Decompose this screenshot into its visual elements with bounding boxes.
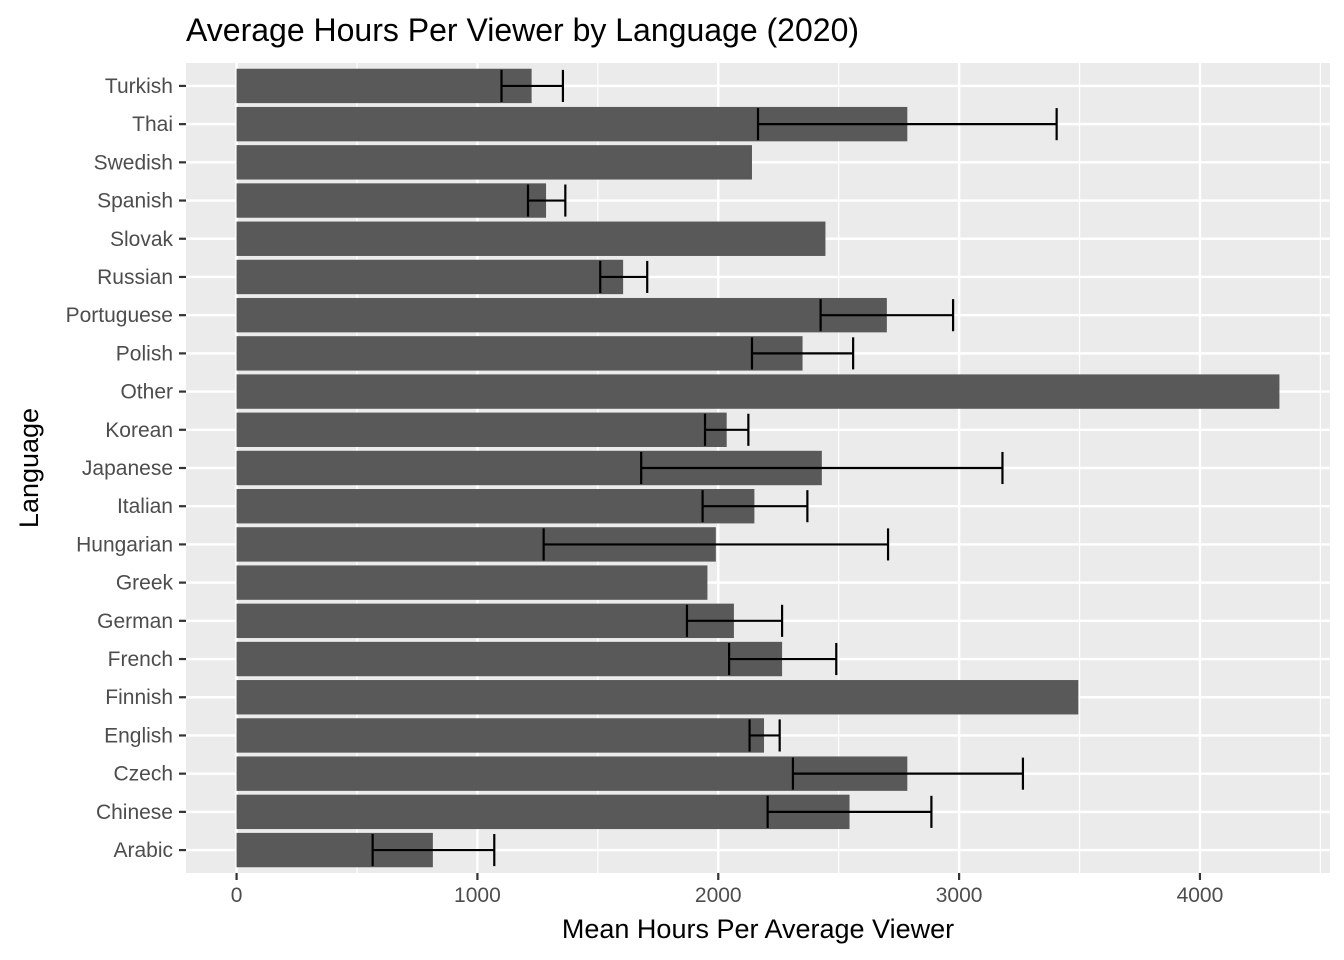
bar-spanish	[236, 183, 547, 218]
y-tick-label: Spanish	[97, 190, 173, 213]
bar-slovak	[236, 221, 826, 256]
bar-german	[236, 603, 734, 639]
error-bar-italian	[701, 490, 809, 523]
error-bar-thai	[756, 108, 1058, 141]
y-tick-label: French	[108, 648, 173, 671]
y-tick-label: Portuguese	[66, 304, 173, 327]
bar-other	[236, 374, 1280, 409]
y-tick-label: Japanese	[82, 457, 173, 480]
y-tick-label: Swedish	[94, 151, 173, 174]
error-bar-spanish	[526, 184, 567, 217]
error-bars	[371, 69, 1058, 867]
error-bar-german	[685, 604, 784, 637]
x-tick-label: 0	[231, 884, 243, 907]
bar-korean	[236, 412, 727, 447]
y-tick-label: Italian	[117, 495, 173, 518]
bar-polish	[236, 336, 803, 371]
y-tick-label: Slovak	[110, 228, 174, 251]
y-axis: Arabic Chinese Czech English Finnish French Ge…	[66, 75, 186, 862]
error-bar-japanese	[640, 451, 1004, 485]
y-tick-label: Russian	[97, 266, 173, 289]
bar-turkish	[236, 68, 532, 104]
bar-russian	[236, 259, 624, 295]
x-tick-label: 1000	[454, 884, 501, 907]
x-axis: 0 1000 2000 3000 4000	[231, 873, 1224, 907]
y-axis-title: Language	[14, 408, 44, 528]
y-tick-label: English	[104, 724, 173, 747]
error-bar-french	[727, 642, 838, 676]
x-tick-label: 3000	[936, 884, 983, 907]
x-axis-title: Mean Hours Per Average Viewer	[562, 914, 954, 944]
y-tick-label: Other	[120, 381, 173, 404]
bar-portuguese	[236, 297, 887, 333]
y-tick-label: Korean	[105, 419, 173, 442]
error-bar-arabic	[371, 834, 496, 867]
y-tick-label: Turkish	[105, 75, 173, 98]
error-bar-russian	[599, 260, 649, 294]
y-tick-label: Polish	[116, 342, 173, 365]
y-tick-label: Czech	[113, 763, 173, 786]
error-bar-czech	[791, 757, 1025, 790]
error-bar-english	[748, 719, 781, 752]
bar-greek	[236, 565, 708, 600]
bar-finnish	[236, 680, 1079, 715]
bar-chinese	[236, 794, 850, 830]
bars	[236, 68, 1280, 868]
bar-french	[236, 641, 783, 677]
y-tick-label: Chinese	[96, 801, 173, 824]
y-tick-label: Arabic	[113, 839, 173, 862]
y-tick-label: Thai	[132, 113, 173, 136]
bar-swedish	[236, 145, 752, 180]
y-tick-label: Finnish	[105, 686, 173, 709]
x-tick-label: 2000	[695, 884, 742, 907]
x-tick-label: 4000	[1177, 884, 1224, 907]
y-tick-label: Greek	[116, 572, 174, 595]
y-tick-label: German	[97, 610, 173, 633]
error-bar-korean	[703, 413, 750, 446]
bar-english	[236, 718, 765, 753]
chart-title: Average Hours Per Viewer by Language (20…	[186, 12, 859, 48]
error-bar-polish	[750, 337, 855, 370]
error-bar-chinese	[766, 795, 933, 828]
error-bar-turkish	[500, 69, 565, 102]
y-tick-label: Hungarian	[76, 533, 173, 556]
bar-italian	[236, 489, 755, 524]
error-bar-portuguese	[819, 299, 955, 332]
error-bar-hungarian	[542, 528, 890, 561]
